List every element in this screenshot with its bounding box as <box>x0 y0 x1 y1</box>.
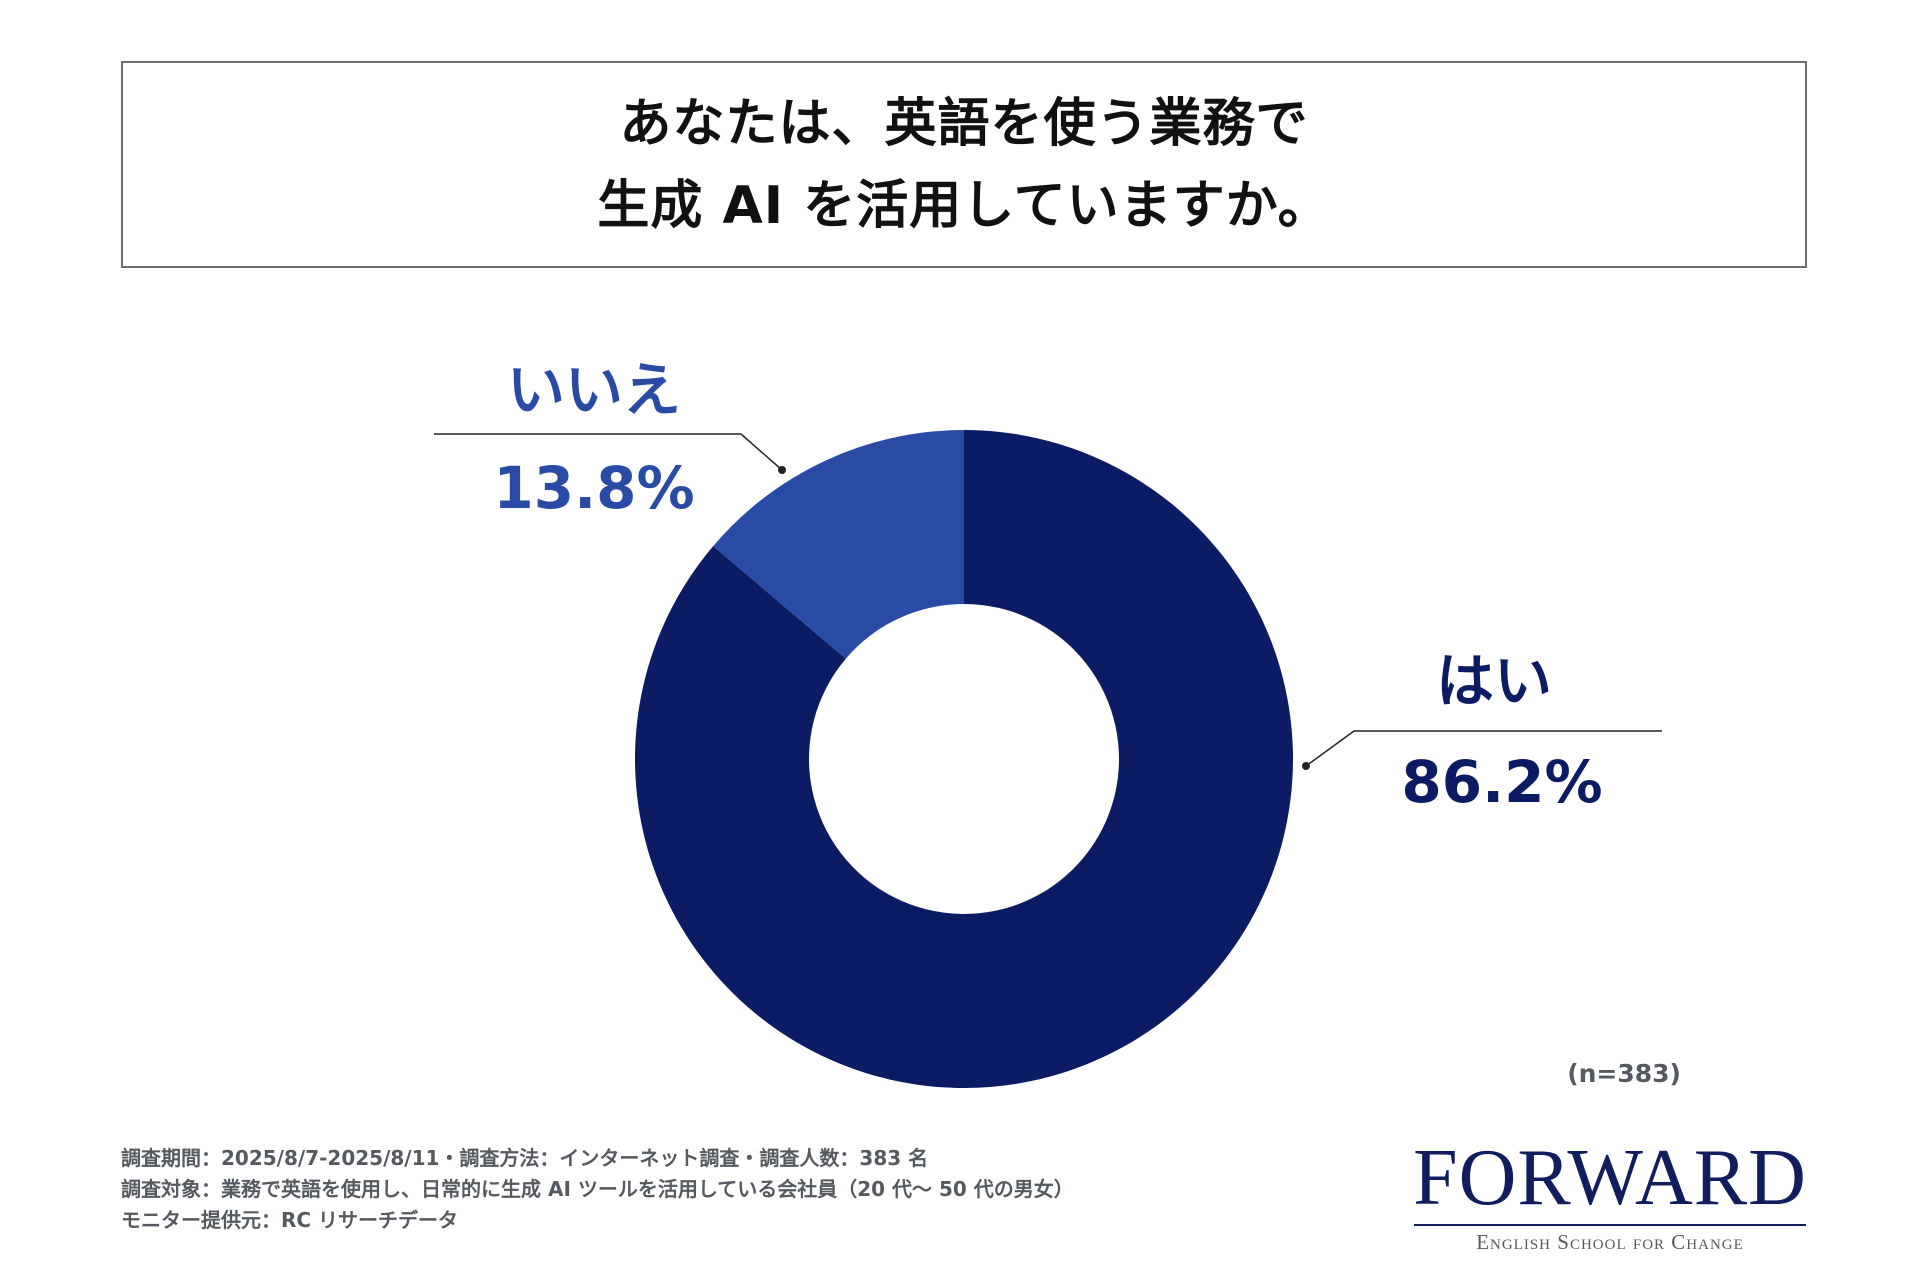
value-label-no: 13.8% <box>493 454 694 522</box>
logo-name: FORWARD <box>1413 1134 1807 1222</box>
leader-dot-yes <box>1302 762 1310 770</box>
title-box: あなたは、英語を使う業務で 生成 AI を活用していますか。 <box>121 61 1807 268</box>
category-label-no: いいえ <box>507 356 681 424</box>
forward-logo: FORWARD English School for Change <box>1412 1138 1808 1254</box>
slice-yes <box>634 430 1293 1089</box>
footnote-line: 調査期間：2025/8/7-2025/8/11・調査方法：インターネット調査・調… <box>121 1146 929 1170</box>
slice-no <box>713 430 964 659</box>
category-label-yes: はい <box>1436 647 1552 715</box>
leader-dot-no <box>778 466 786 474</box>
footnote-line: モニター提供元：RC リサーチデータ <box>121 1208 459 1232</box>
value-label-yes: 86.2% <box>1401 748 1602 816</box>
survey-footnotes: 調査期間：2025/8/7-2025/8/11・調査方法：インターネット調査・調… <box>121 1143 1074 1236</box>
leader-line-yes <box>1305 730 1662 767</box>
leader-line-no <box>434 433 783 471</box>
footnote-line: 調査対象：業務で英語を使用し、日常的に生成 AI ツールを活用している会社員（2… <box>121 1177 1074 1201</box>
logo-tagline: English School for Change <box>1476 1230 1744 1254</box>
chart-title-line-2: 生成 AI を活用していますか。 <box>597 175 1331 236</box>
sample-size-note: (n=383) <box>1567 1059 1681 1088</box>
chart-title-line-1: あなたは、英語を使う業務で <box>619 93 1309 154</box>
logo-divider <box>1414 1224 1806 1226</box>
